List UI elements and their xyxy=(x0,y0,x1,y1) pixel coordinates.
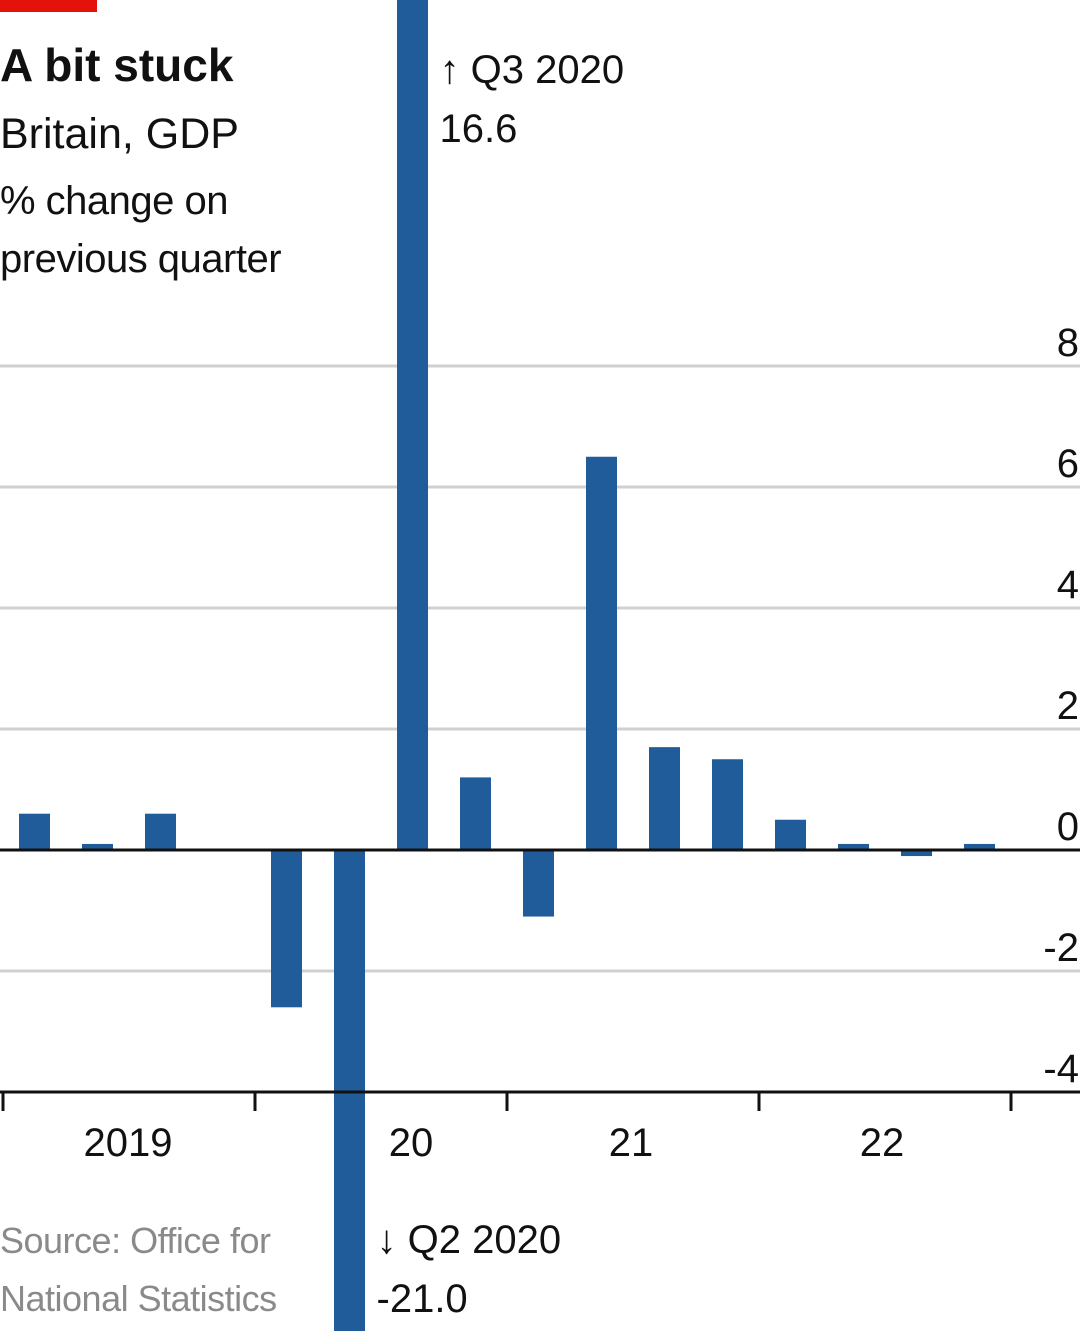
bar xyxy=(838,843,869,850)
bar xyxy=(586,456,617,850)
unit-label: % change on previous quarter xyxy=(0,179,282,281)
bar xyxy=(19,813,50,850)
bar xyxy=(775,819,806,850)
y-tick-label: 0 xyxy=(1057,805,1079,849)
y-tick-label: -2 xyxy=(1043,926,1079,970)
y-tick-label: 2 xyxy=(1057,684,1079,728)
source-note: Source: Office for National Statistics xyxy=(0,1220,277,1319)
x-year-label: 22 xyxy=(860,1121,905,1165)
y-tick-label: 8 xyxy=(1057,321,1079,365)
y-tick-label: 6 xyxy=(1057,442,1079,486)
annotation: ↑ Q3 2020 xyxy=(440,48,625,92)
chart-title: A bit stuck xyxy=(0,39,234,91)
bar xyxy=(964,843,995,850)
bar xyxy=(712,759,743,850)
value-label: 16.6 xyxy=(440,107,518,151)
annotation: ↓ Q2 2020 xyxy=(377,1218,562,1262)
bar xyxy=(82,843,113,850)
x-year-label: 2019 xyxy=(84,1121,173,1165)
chart-subtitle: Britain, GDP xyxy=(0,110,239,158)
y-tick-label: -4 xyxy=(1043,1047,1079,1091)
value-label: -21.0 xyxy=(377,1277,468,1321)
bar xyxy=(145,813,176,850)
bar xyxy=(397,0,428,850)
x-year-label: 21 xyxy=(609,1121,654,1165)
y-tick-label: 4 xyxy=(1057,563,1079,607)
bar xyxy=(271,850,302,1008)
bar xyxy=(523,850,554,917)
x-year-label: 20 xyxy=(389,1121,434,1165)
bar xyxy=(460,777,491,850)
bar xyxy=(901,850,932,857)
brand-bar xyxy=(0,0,97,12)
bar xyxy=(649,747,680,850)
